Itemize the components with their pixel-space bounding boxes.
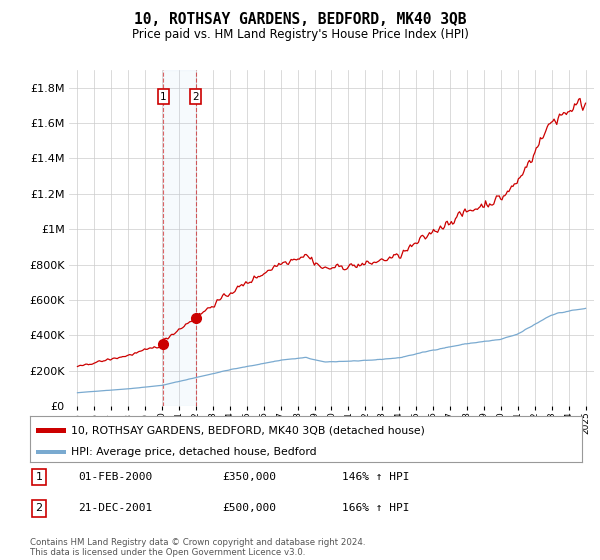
Text: Price paid vs. HM Land Registry's House Price Index (HPI): Price paid vs. HM Land Registry's House …: [131, 28, 469, 41]
Text: Contains HM Land Registry data © Crown copyright and database right 2024.
This d: Contains HM Land Registry data © Crown c…: [30, 538, 365, 557]
Text: 10, ROTHSAY GARDENS, BEDFORD, MK40 3QB: 10, ROTHSAY GARDENS, BEDFORD, MK40 3QB: [134, 12, 466, 27]
Text: 146% ↑ HPI: 146% ↑ HPI: [342, 472, 409, 482]
Text: 10, ROTHSAY GARDENS, BEDFORD, MK40 3QB (detached house): 10, ROTHSAY GARDENS, BEDFORD, MK40 3QB (…: [71, 426, 425, 436]
Text: £500,000: £500,000: [222, 503, 276, 514]
Text: £350,000: £350,000: [222, 472, 276, 482]
Text: 2: 2: [192, 91, 199, 101]
Bar: [163, 70, 196, 406]
Text: HPI: Average price, detached house, Bedford: HPI: Average price, detached house, Bedf…: [71, 447, 317, 457]
Text: 21-DEC-2001: 21-DEC-2001: [78, 503, 152, 514]
Text: 166% ↑ HPI: 166% ↑ HPI: [342, 503, 409, 514]
Bar: [35, 450, 66, 454]
Text: 01-FEB-2000: 01-FEB-2000: [78, 472, 152, 482]
Text: 1: 1: [160, 91, 167, 101]
Text: 2: 2: [35, 503, 43, 514]
Bar: [35, 428, 66, 433]
Text: 1: 1: [35, 472, 43, 482]
